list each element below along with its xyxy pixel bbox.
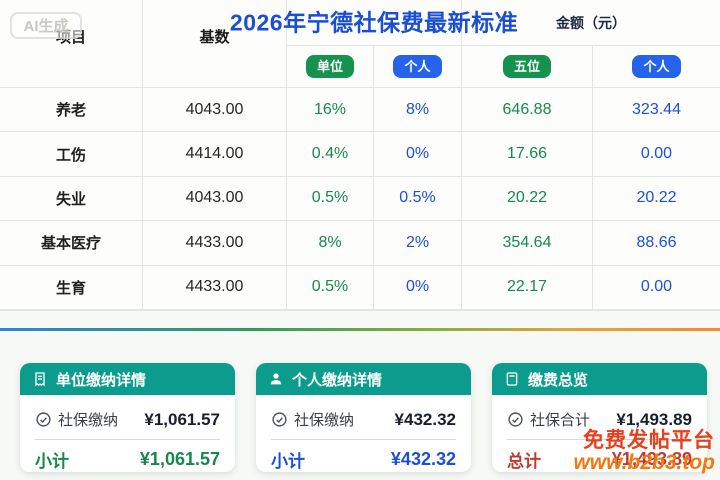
table-cell-unit-amount: 22.17	[462, 265, 593, 310]
table-cell-personal-rate: 0%	[374, 132, 462, 177]
table-cell-personal-amount: 0.00	[593, 132, 720, 177]
table-cell-project: 工伤	[0, 132, 143, 177]
card-total-row: 小计 ¥1,061.57	[33, 447, 222, 472]
table-cell-personal-amount: 88.66	[593, 221, 720, 266]
badge-cell-unit-rate: 单位	[287, 46, 374, 88]
employer-summary-card: 单位缴纳详情 社保缴纳 ¥1,061.57 小计 ¥1,061.57	[20, 363, 235, 472]
card-total-row: 总计 ¥1,493.89	[505, 447, 694, 472]
receipt-icon	[35, 372, 45, 387]
employer-card-header: 单位缴纳详情	[20, 363, 235, 395]
table-cell-base: 4433.00	[143, 221, 287, 266]
card-total-value: ¥1,493.89	[611, 449, 692, 469]
personal-card-body: 社保缴纳 ¥432.32 小计 ¥432.32	[256, 395, 471, 472]
table-cell-project: 养老	[0, 88, 143, 133]
table-cell-unit-rate: 16%	[287, 88, 374, 133]
overview-card-body: 社保合计 ¥1,493.89 总计 ¥1,493.89	[492, 395, 707, 472]
card-total-label: 小计	[35, 452, 69, 471]
table-cell-unit-amount: 354.64	[462, 221, 593, 266]
table-cell-personal-rate: 0%	[374, 265, 462, 310]
table-cell-personal-rate: 2%	[374, 221, 462, 266]
badge-cell-personal-amount: 个人	[593, 46, 720, 88]
card-row: 社保合计 ¥1,493.89	[505, 405, 694, 430]
badge-check-icon	[36, 412, 51, 427]
table-cell-unit-rate: 0.5%	[287, 265, 374, 310]
ai-generated-badge: AI生成	[10, 12, 82, 39]
table-cell-personal-amount: 0.00	[593, 266, 720, 310]
badge-check-icon	[272, 412, 287, 427]
watermark-url: www.b2b3.top	[573, 450, 715, 474]
table-cell-unit-rate: 0.5%	[287, 176, 374, 222]
gradient-divider	[0, 328, 720, 331]
table-cell-base: 4043.00	[143, 176, 287, 222]
table-cell-base: 4414.00	[143, 132, 287, 177]
header-group-amounts: 金额（元）	[462, 0, 720, 46]
card-total-label: 小计	[271, 452, 305, 471]
badge-cell-personal-rate: 个人	[374, 46, 462, 88]
employer-card-body: 社保缴纳 ¥1,061.57 小计 ¥1,061.57	[20, 395, 235, 472]
site-watermark: 免费发帖平台 www.b2b3.top	[573, 428, 715, 474]
table-cell-personal-rate: 8%	[374, 88, 462, 133]
card-total-value: ¥432.32	[390, 449, 456, 469]
table-cell-unit-amount: 646.88	[462, 88, 593, 133]
card-row-value: ¥1,493.89	[616, 409, 692, 429]
unit-amount-badge: 五位	[502, 54, 551, 79]
table-cell-unit-rate: 8%	[287, 221, 374, 266]
card-title: 个人缴纳详情	[292, 371, 383, 389]
table-cell-personal-rate: 0.5%	[374, 176, 462, 222]
table-cell-personal-amount: 323.44	[593, 88, 720, 133]
summary-cards: 单位缴纳详情 社保缴纳 ¥1,061.57 小计 ¥1,061.57	[0, 363, 720, 472]
card-row-label: 社保缴纳	[294, 412, 355, 429]
watermark-text: 免费发帖平台	[583, 428, 715, 452]
card-title: 单位缴纳详情	[56, 371, 147, 389]
personal-summary-card: 个人缴纳详情 社保缴纳 ¥432.32 小计 ¥432.32	[256, 363, 471, 472]
table-cell-base: 4043.00	[143, 88, 287, 133]
calculator-icon	[506, 372, 518, 386]
card-divider	[507, 439, 692, 440]
table-cell-project: 生育	[0, 265, 143, 310]
person-icon	[270, 373, 282, 385]
page-title: 2026年宁德社保费最新标准	[229, 8, 519, 35]
card-divider	[271, 439, 456, 440]
fee-table: 项目 基数 2026年宁德社保费最新标准 金额（元） 单位 个人 五位 个人 养…	[0, 0, 720, 311]
personal-card-header: 个人缴纳详情	[256, 363, 471, 395]
card-total-label: 总计	[507, 452, 541, 471]
amount-unit-note: 金额（元）	[556, 14, 626, 31]
overview-card-header: 缴费总览	[492, 363, 707, 395]
card-title: 缴费总览	[528, 371, 589, 389]
unit-rate-badge: 单位	[305, 54, 354, 79]
personal-amount-badge: 个人	[632, 54, 681, 79]
personal-rate-badge: 个人	[393, 54, 442, 79]
card-row-value: ¥432.32	[394, 409, 456, 429]
total-overview-card: 缴费总览 社保合计 ¥1,493.89 总计 ¥1,493.89	[492, 363, 707, 472]
table-cell-project: 失业	[0, 176, 143, 222]
card-row: 社保缴纳 ¥1,061.57	[33, 405, 222, 430]
card-row-value: ¥1,061.57	[144, 409, 220, 429]
table-cell-project: 基本医疗	[0, 221, 143, 266]
header-group-rates: 2026年宁德社保费最新标准	[230, 0, 518, 46]
table-cell-unit-rate: 0.4%	[287, 132, 374, 177]
badge-cell-unit-amount: 五位	[462, 46, 593, 88]
card-total-row: 小计 ¥432.32	[269, 447, 458, 472]
table-cell-base: 4433.00	[143, 265, 287, 310]
card-total-value: ¥1,061.57	[139, 449, 220, 469]
card-divider	[35, 439, 220, 440]
table-cell-personal-amount: 20.22	[593, 177, 720, 222]
table-cell-unit-amount: 20.22	[462, 176, 593, 222]
table-cell-unit-amount: 17.66	[462, 132, 593, 177]
ai-generated-label: AI生成	[23, 18, 69, 35]
card-row-label: 社保合计	[530, 412, 591, 429]
col-header-base: 基数	[143, 0, 287, 88]
badge-check-icon	[508, 412, 523, 427]
card-row-label: 社保缴纳	[58, 412, 119, 429]
card-row: 社保缴纳 ¥432.32	[269, 405, 458, 430]
